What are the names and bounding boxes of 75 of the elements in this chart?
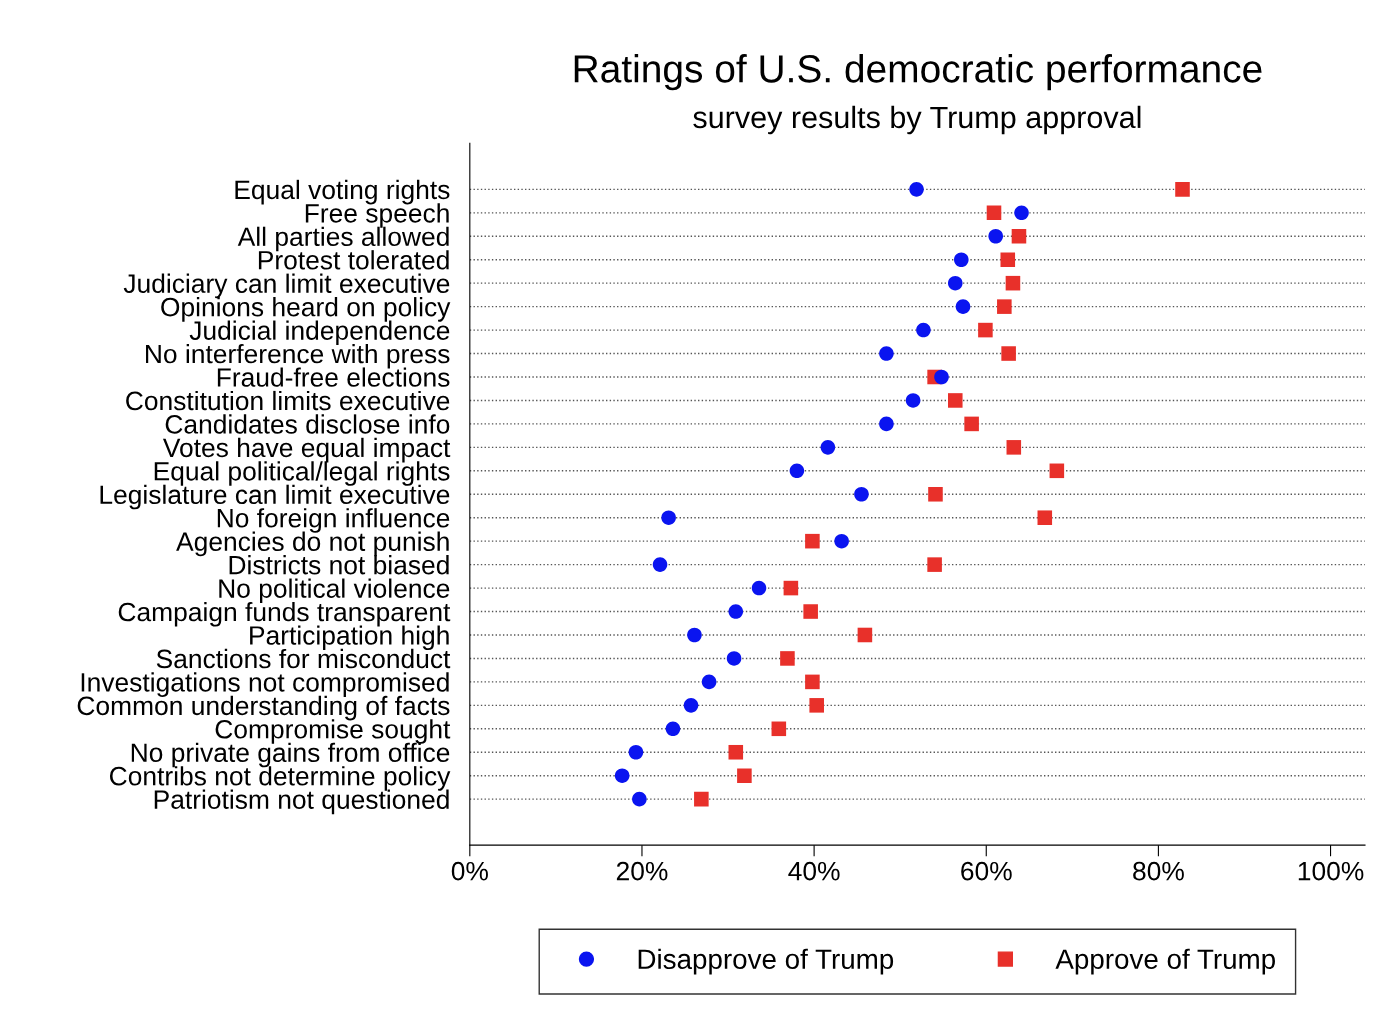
- y-tick-label: Candidates disclose info: [165, 414, 450, 434]
- point: [927, 557, 942, 572]
- point: [780, 651, 795, 666]
- point: [857, 627, 873, 643]
- legend-label: Approve of Trump: [1055, 948, 1275, 975]
- y-tick-label: Patriotism not questioned: [154, 789, 449, 815]
- point: [737, 768, 752, 783]
- y-tick-label: Sanctions for misconduct: [156, 648, 451, 669]
- chart-subtitle: survey results by Trump approval: [693, 105, 1141, 135]
- point: [964, 416, 979, 432]
- y-tick-label: Participation high: [250, 625, 449, 651]
- point: [728, 604, 744, 619]
- y-tick-label: Protest tolerated: [258, 250, 449, 270]
- y-tick-label: Investigations not compromised: [81, 672, 449, 697]
- point: [771, 721, 787, 737]
- point: [628, 744, 644, 760]
- point: [934, 369, 949, 385]
- point: [916, 322, 931, 338]
- x-tick-label: 40%: [788, 861, 840, 881]
- point: [1011, 228, 1027, 244]
- point: [947, 393, 963, 408]
- point: [728, 744, 744, 760]
- point: [955, 299, 971, 314]
- point: [652, 557, 668, 572]
- point: [854, 486, 869, 502]
- point: [947, 275, 963, 291]
- point: [632, 791, 647, 807]
- point: [665, 721, 681, 737]
- point: [805, 674, 820, 690]
- point: [1006, 440, 1022, 455]
- point: [988, 228, 1004, 244]
- y-tick-label: Constitution limits executive: [126, 390, 450, 411]
- point: [928, 486, 943, 502]
- point: [879, 416, 894, 432]
- x-tick-label: 0%: [451, 861, 488, 881]
- point: [751, 580, 767, 596]
- point: [694, 791, 709, 807]
- point: [997, 299, 1012, 314]
- point: [701, 674, 717, 690]
- chart-title: Ratings of U.S. democratic performance: [574, 54, 1262, 91]
- point: [1037, 510, 1053, 525]
- point: [783, 580, 799, 596]
- point: [614, 768, 630, 783]
- x-tick-label: 60%: [961, 861, 1012, 881]
- x-tick-label: 20%: [616, 861, 668, 881]
- point: [879, 346, 894, 361]
- point: [909, 182, 924, 197]
- point: [820, 440, 836, 455]
- legend-label: Disapprove of Trump: [638, 948, 894, 975]
- point: [986, 205, 1002, 221]
- point: [687, 627, 702, 643]
- point: [905, 393, 921, 408]
- point: [1000, 252, 1016, 268]
- point: [726, 651, 742, 666]
- y-tick-label: Equal political/legal rights: [154, 461, 450, 486]
- point: [1005, 275, 1021, 291]
- point: [978, 322, 993, 338]
- point: [683, 698, 699, 713]
- point: [954, 252, 969, 268]
- point: [1014, 205, 1029, 221]
- point: [1001, 346, 1016, 361]
- point: [805, 533, 820, 549]
- y-tick-label: Compromise sought: [215, 719, 451, 744]
- x-tick-label: 100%: [1298, 861, 1364, 881]
- point: [661, 510, 676, 525]
- point: [789, 463, 805, 479]
- point: [834, 533, 849, 549]
- y-tick-label: Equal voting rights: [235, 179, 450, 205]
- y-tick-label: Districts not biased: [229, 555, 449, 575]
- x-tick-label: 80%: [1133, 861, 1184, 881]
- point: [1049, 463, 1065, 479]
- y-tick-label: Fraud-free elections: [217, 367, 450, 387]
- point: [809, 698, 824, 713]
- point: [803, 604, 818, 619]
- point: [1175, 182, 1190, 197]
